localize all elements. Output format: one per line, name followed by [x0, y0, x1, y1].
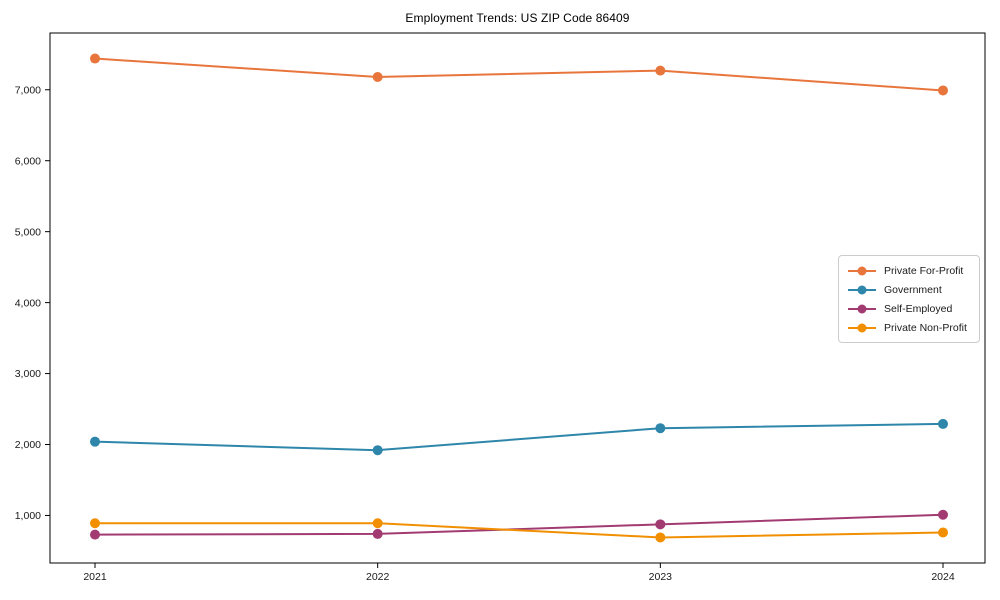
- legend-item: Government: [848, 284, 970, 296]
- data-point-private-non-profit-2022: [372, 518, 383, 529]
- y-tick-label: 4,000: [15, 297, 41, 309]
- x-tick-label: 2022: [366, 571, 390, 583]
- y-tick-label: 3,000: [15, 368, 41, 380]
- series-line-private-for-profit: [94, 57, 944, 92]
- data-point-government-2021: [90, 436, 100, 447]
- series-line-self-employed: [94, 513, 944, 536]
- data-point-private-for-profit-2022: [372, 71, 383, 82]
- series-line-government: [94, 422, 944, 452]
- legend-swatch-line: [848, 266, 876, 275]
- data-point-government-2024: [938, 418, 948, 429]
- data-point-private-for-profit-2021: [90, 53, 100, 64]
- data-point-self-employed-2024: [938, 509, 948, 520]
- legend-label: Private Non-Profit: [884, 321, 967, 334]
- legend-label: Self-Employed: [884, 302, 953, 315]
- data-point-private-non-profit-2021: [90, 518, 100, 529]
- legend-item: Private For-Profit: [848, 265, 970, 277]
- y-tick-label: 2,000: [15, 439, 41, 451]
- chart-title: Employment Trends: US ZIP Code 86409: [405, 11, 630, 25]
- data-point-government-2023: [655, 423, 666, 434]
- legend-item: Self-Employed: [848, 303, 970, 315]
- legend-swatch-line: [848, 285, 876, 294]
- legend-swatch-dot: [857, 323, 867, 332]
- legend-item: Private Non-Profit: [848, 322, 970, 334]
- data-point-private-non-profit-2024: [938, 527, 948, 538]
- legend: Private For-Profit Government Self-Employe…: [838, 255, 980, 343]
- data-point-self-employed-2022: [372, 528, 383, 539]
- data-point-government-2022: [372, 445, 383, 456]
- legend-swatch-dot: [857, 304, 867, 313]
- y-tick-label: 6,000: [15, 155, 41, 167]
- legend-label: Private For-Profit: [884, 264, 964, 277]
- data-point-private-non-profit-2023: [655, 532, 666, 543]
- x-tick-label: 2024: [931, 571, 955, 583]
- legend-swatch-dot: [857, 266, 867, 275]
- x-tick-label: 2023: [649, 571, 673, 583]
- legend-label: Government: [884, 283, 942, 296]
- plot-frame: [49, 32, 986, 564]
- legend-swatch-line: [848, 323, 876, 332]
- series-line-private-non-profit: [94, 522, 944, 539]
- y-tick-label: 5,000: [15, 226, 41, 238]
- legend-swatch-dot: [857, 285, 867, 294]
- data-point-private-for-profit-2023: [655, 65, 666, 76]
- data-point-self-employed-2021: [90, 529, 100, 540]
- x-tick-label: 2021: [83, 571, 107, 583]
- y-tick-label: 1,000: [15, 510, 41, 522]
- data-point-self-employed-2023: [655, 519, 666, 530]
- legend-swatch-line: [848, 304, 876, 313]
- data-point-private-for-profit-2024: [938, 85, 948, 96]
- y-tick-label: 7,000: [15, 84, 41, 96]
